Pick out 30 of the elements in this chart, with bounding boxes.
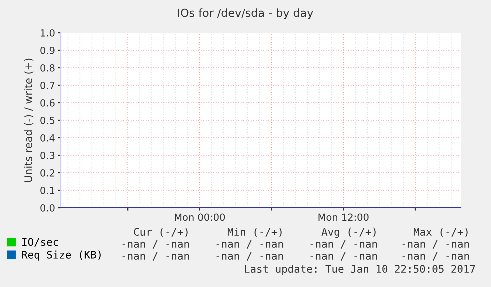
text: Cur (-/+) — [134, 228, 188, 238]
y-axis-title: Units read (-) / write (+) — [24, 58, 34, 182]
y-tick-label: 0.7 — [40, 82, 55, 90]
y-tick-label: 0.8 — [40, 64, 55, 72]
text: -nan / -nan — [402, 252, 470, 261]
x-tick-label: Mon 12:00 — [318, 214, 369, 222]
y-tick-label: 0.2 — [40, 169, 54, 177]
text: Max (-/+) — [414, 228, 468, 238]
y-tick-label: 0.1 — [40, 186, 55, 194]
text: Avg (-/+) — [322, 228, 376, 238]
text: Last update: Tue Jan 10 22:50:05 2017 — [245, 264, 476, 276]
y-tick-label: 1.0 — [41, 29, 55, 37]
y-tick-label: 0.5 — [40, 116, 55, 124]
text: Min (-/+) — [228, 228, 282, 238]
y-tick-label: 0.4 — [40, 134, 55, 142]
chart-title: IOs for /dev/sda - by day — [178, 8, 314, 20]
y-tick-label: 0.9 — [40, 46, 55, 54]
legend-label: Req Size (KB) — [22, 250, 101, 261]
y-tick-label: 0.3 — [40, 152, 55, 160]
text: -nan / -nan — [216, 252, 284, 261]
text: -nan / -nan — [122, 240, 190, 249]
text: -nan / -nan — [310, 240, 378, 249]
text: -nan / -nan — [216, 240, 284, 249]
y-tick-label: 0.6 — [40, 99, 55, 107]
text: -nan / -nan — [310, 252, 378, 261]
y-tick-label: 0.0 — [40, 204, 55, 212]
text: -nan / -nan — [402, 240, 470, 249]
text: -nan / -nan — [122, 252, 190, 261]
x-tick-label: Mon 00:00 — [175, 214, 226, 222]
legend-label: IO/sec — [22, 238, 58, 247]
